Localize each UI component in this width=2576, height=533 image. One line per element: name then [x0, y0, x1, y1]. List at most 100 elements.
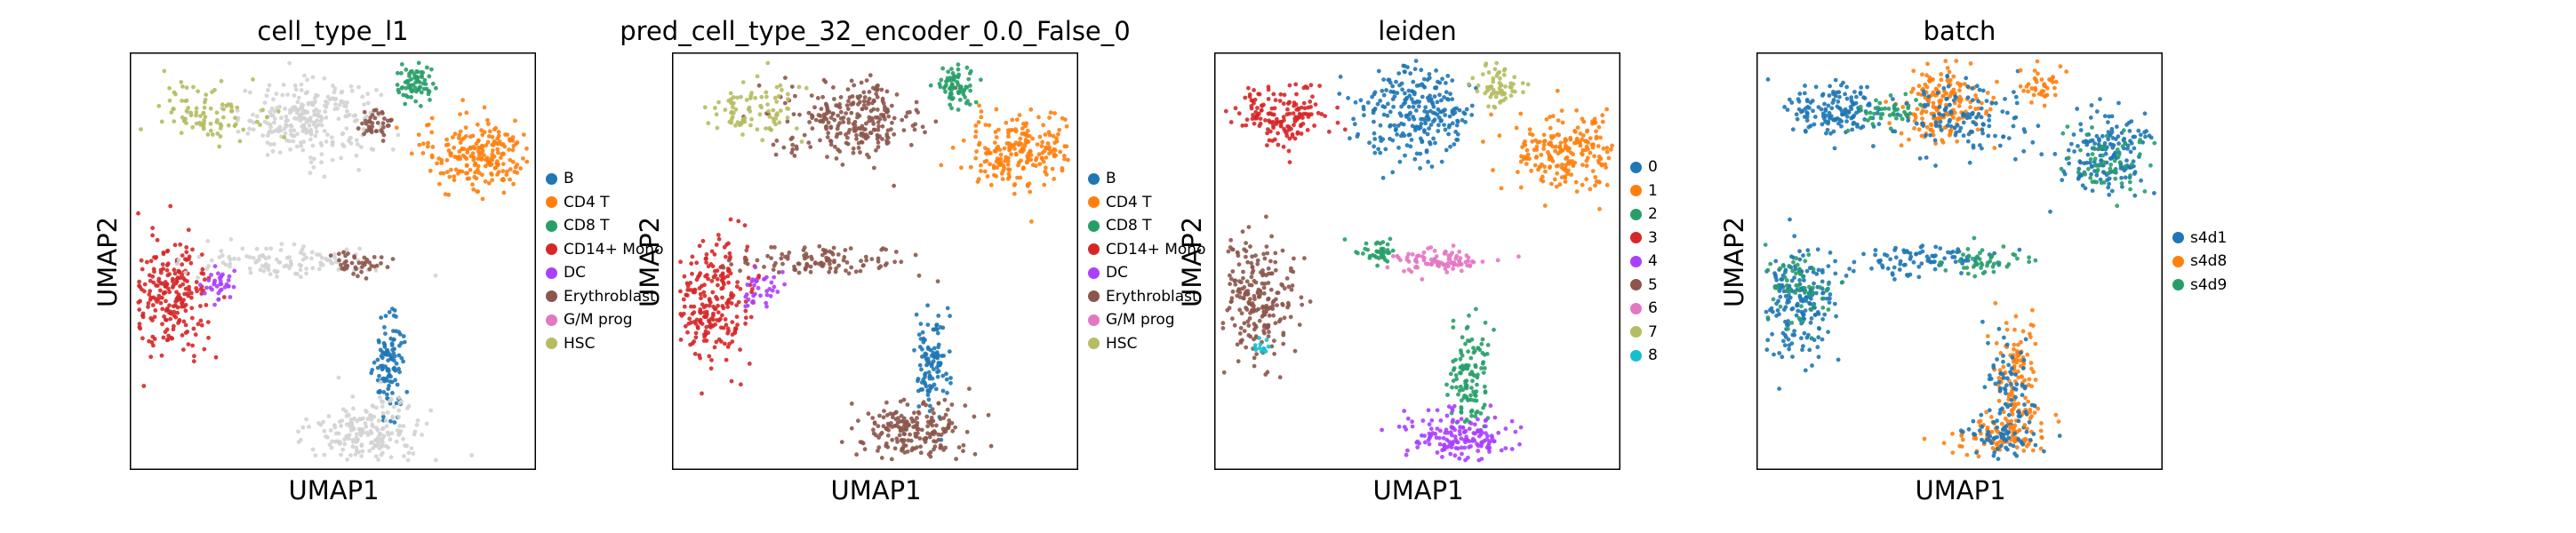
data-point	[219, 78, 224, 84]
data-point	[228, 102, 234, 107]
data-point	[433, 273, 438, 278]
data-point	[1812, 122, 1817, 127]
data-point	[231, 284, 236, 290]
data-point	[483, 179, 488, 184]
data-point	[765, 253, 770, 259]
data-point	[1481, 360, 1486, 365]
data-point	[1789, 278, 1795, 283]
data-point	[908, 142, 914, 147]
data-point	[976, 120, 981, 124]
data-point	[1980, 146, 1984, 151]
data-point	[772, 274, 777, 280]
data-point	[1797, 91, 1803, 96]
data-point	[1879, 107, 1884, 112]
data-point	[728, 254, 732, 259]
data-point	[254, 246, 260, 251]
data-point	[1254, 115, 1260, 121]
data-point	[936, 353, 941, 358]
data-point	[1922, 102, 1927, 107]
data-point	[380, 410, 386, 416]
data-point	[227, 274, 232, 279]
data-point	[2129, 163, 2134, 167]
data-point	[1925, 102, 1931, 107]
data-point	[1540, 179, 1546, 184]
data-point	[1606, 155, 1612, 161]
data-point	[304, 417, 308, 422]
data-point	[137, 307, 142, 312]
data-point	[2117, 160, 2123, 165]
data-point	[486, 134, 492, 139]
data-point	[1820, 337, 1825, 342]
data-point	[232, 256, 236, 261]
data-point	[988, 150, 992, 155]
data-point	[1826, 121, 1830, 126]
data-point	[1252, 297, 1257, 302]
data-point	[1514, 125, 1519, 131]
data-point	[430, 145, 436, 149]
data-point	[140, 314, 146, 320]
data-point	[1481, 370, 1486, 375]
data-point	[311, 156, 316, 162]
data-point	[992, 140, 997, 145]
data-point	[793, 267, 798, 273]
data-point	[871, 427, 876, 433]
legend-item: 5	[1630, 273, 1658, 297]
data-point	[1516, 170, 1520, 175]
data-point	[1501, 73, 1507, 77]
data-point	[1909, 90, 1914, 94]
data-point	[2110, 136, 2116, 140]
data-point	[1259, 349, 1264, 354]
data-point	[1899, 143, 1904, 148]
umap-scatter-plot	[1214, 52, 1620, 470]
data-point	[1447, 257, 1452, 261]
data-point	[1255, 258, 1260, 263]
data-point	[1260, 103, 1265, 108]
data-point	[199, 322, 204, 328]
data-point	[961, 449, 965, 454]
data-point	[169, 110, 174, 115]
data-point	[324, 139, 329, 144]
data-point	[468, 146, 473, 151]
legend-label: CD14+ Mono	[1106, 240, 1206, 259]
data-point	[380, 404, 385, 409]
data-point	[872, 421, 877, 426]
data-point	[734, 284, 740, 289]
data-point	[1827, 300, 1832, 305]
data-point	[779, 108, 783, 113]
data-point	[720, 295, 724, 300]
data-point	[330, 157, 335, 163]
data-point	[744, 248, 749, 253]
data-point	[950, 96, 956, 100]
data-point	[1385, 265, 1390, 270]
legend-marker-icon	[1088, 314, 1100, 326]
data-point	[388, 455, 394, 460]
panel-title: cell_type_l1	[257, 16, 409, 46]
data-point	[1973, 107, 1978, 112]
data-point	[998, 152, 1004, 157]
data-point	[180, 333, 185, 338]
data-point	[1408, 71, 1413, 76]
data-point	[678, 338, 684, 342]
data-point	[495, 163, 500, 168]
data-point	[310, 266, 316, 271]
data-point	[1495, 258, 1500, 263]
data-point	[1450, 121, 1455, 126]
data-point	[284, 263, 289, 268]
data-point	[345, 108, 349, 114]
data-point	[408, 86, 413, 91]
data-point	[425, 144, 430, 149]
data-point	[2143, 134, 2148, 139]
legend-item: 1	[1630, 179, 1658, 203]
data-point	[1391, 254, 1396, 259]
data-point	[389, 431, 395, 436]
data-point	[197, 282, 203, 288]
data-point	[1386, 101, 1390, 107]
data-point	[393, 378, 397, 383]
data-point	[793, 93, 797, 99]
data-point	[724, 254, 728, 259]
data-point	[154, 283, 158, 288]
data-point	[382, 342, 388, 347]
data-point	[484, 143, 489, 147]
data-point	[145, 259, 149, 265]
data-point	[792, 154, 797, 158]
